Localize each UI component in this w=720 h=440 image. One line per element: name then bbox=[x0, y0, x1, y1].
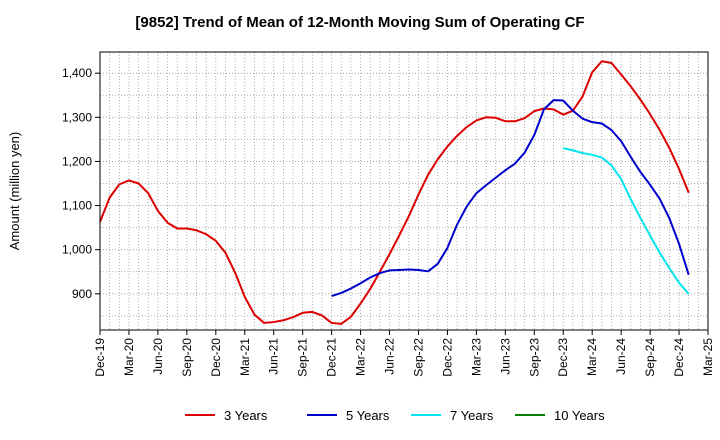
y-tick-label: 1,300 bbox=[62, 110, 92, 124]
x-tick-label: Dec-24 bbox=[672, 338, 686, 377]
x-tick-label: Jun-22 bbox=[383, 338, 397, 375]
x-tick-label: Mar-24 bbox=[585, 338, 599, 376]
x-tick-label: Sep-24 bbox=[643, 338, 657, 377]
x-tick-label: Jun-20 bbox=[151, 338, 165, 375]
x-tick-label: Mar-25 bbox=[701, 338, 715, 376]
x-tick-label: Dec-20 bbox=[209, 338, 223, 377]
series-line-5-years bbox=[331, 99, 690, 297]
legend-label: 7 Years bbox=[450, 408, 494, 423]
chart-title: [9852] Trend of Mean of 12-Month Moving … bbox=[135, 14, 584, 31]
series-line-7-years bbox=[563, 147, 690, 295]
y-ticks: 900 1,000 1,100 1,200 1,300 1,400 bbox=[62, 66, 100, 301]
legend-label: 3 Years bbox=[224, 408, 268, 423]
x-tick-label: Sep-22 bbox=[411, 338, 425, 377]
y-tick-label: 1,100 bbox=[62, 199, 92, 213]
x-tick-label: Dec-19 bbox=[93, 338, 107, 377]
x-tick-label: Mar-22 bbox=[354, 338, 368, 376]
grid bbox=[100, 52, 708, 330]
legend: 3 Years 5 Years 7 Years 10 Years bbox=[185, 408, 605, 423]
y-axis-label: Amount (million yen) bbox=[7, 132, 22, 251]
y-tick-label: 900 bbox=[72, 287, 92, 301]
x-tick-label: Sep-21 bbox=[296, 338, 310, 377]
y-tick-label: 1,400 bbox=[62, 66, 92, 80]
x-tick-label: Jun-24 bbox=[614, 338, 628, 375]
plot-frame bbox=[99, 51, 709, 331]
x-tick-label: Mar-20 bbox=[122, 338, 136, 376]
x-tick-label: Jun-21 bbox=[267, 338, 281, 375]
x-tick-label: Mar-23 bbox=[469, 338, 483, 376]
x-tick-label: Dec-22 bbox=[440, 338, 454, 377]
x-ticks: Dec-19 Mar-20 Jun-20 Sep-20 Dec-20 Mar-21 Jun-… bbox=[93, 330, 715, 377]
y-tick-label: 1,000 bbox=[62, 243, 92, 257]
x-tick-label: Sep-20 bbox=[180, 338, 194, 377]
x-tick-label: Jun-23 bbox=[498, 338, 512, 375]
legend-label: 10 Years bbox=[554, 408, 605, 423]
series-layer bbox=[99, 60, 690, 325]
x-tick-label: Dec-21 bbox=[325, 338, 339, 377]
y-tick-label: 1,200 bbox=[62, 154, 92, 168]
x-tick-label: Dec-23 bbox=[556, 338, 570, 377]
legend-label: 5 Years bbox=[346, 408, 390, 423]
x-tick-label: Sep-23 bbox=[527, 338, 541, 377]
x-tick-label: Mar-21 bbox=[238, 338, 252, 376]
series-line-3-years bbox=[99, 60, 690, 325]
